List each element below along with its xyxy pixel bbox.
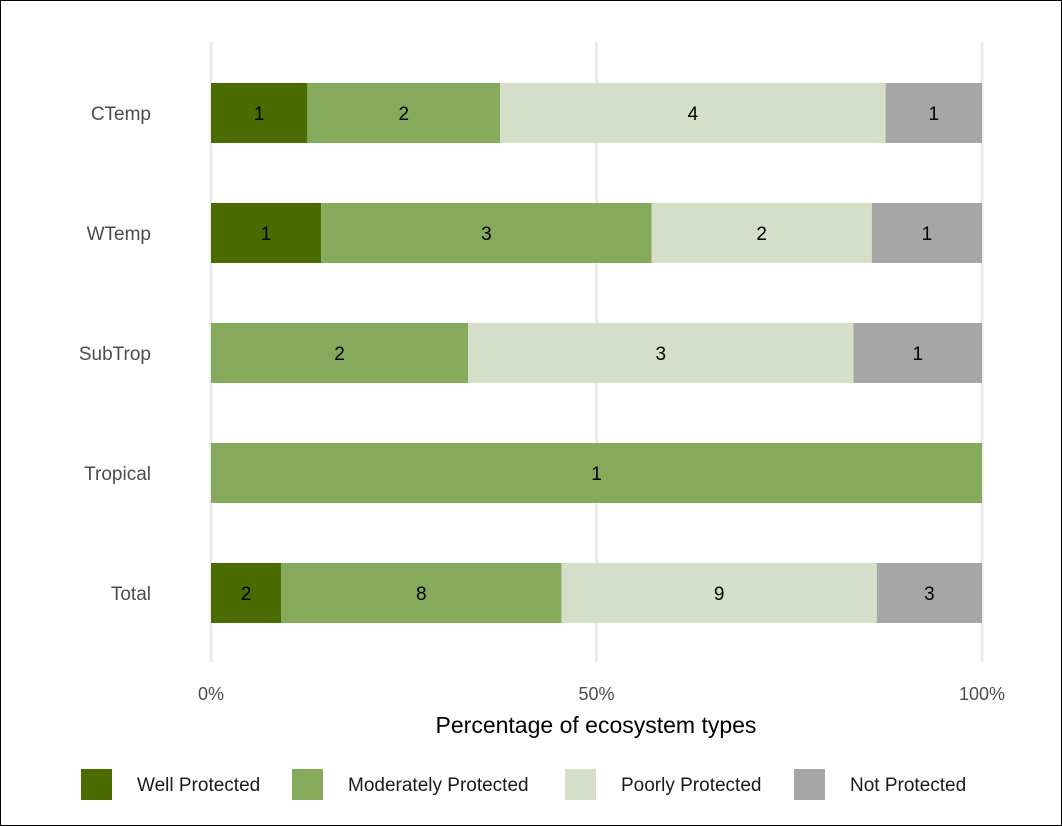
category-label: Tropical [84,464,151,485]
legend-swatch [292,769,323,800]
bar-segment [281,563,562,623]
bar-value-label: 1 [261,224,272,245]
bar-segment [871,203,982,263]
category-label: CTemp [91,104,151,125]
bar-segment [211,563,282,623]
bar-segment [885,83,982,143]
category-axis: CTemp WTemp SubTrop Tropical Total [79,104,151,605]
bar-segment [211,83,308,143]
bar-value-label: 8 [416,584,427,605]
bar-value-label: 1 [922,224,933,245]
bar-segment [500,83,886,143]
bar-value-label: 3 [655,344,666,365]
bar-segment [211,203,322,263]
bar-value-label: 3 [924,584,935,605]
bar-segment [876,563,982,623]
bar-value-label: 1 [929,104,940,125]
bar-value-label: 4 [688,104,699,125]
x-tick-label: 100% [959,684,1005,704]
bars: 1 2 4 1 1 3 2 1 2 3 1 1 2 8 9 3 [211,83,982,623]
legend-label: Moderately Protected [348,775,529,796]
x-tick-label: 50% [578,684,614,704]
bar-segment [321,203,652,263]
x-axis-ticks: 0% 50% 100% [198,684,1005,704]
bar-value-label: 9 [714,584,725,605]
legend-label: Not Protected [850,775,966,796]
bar-segment [468,323,854,383]
category-label: WTemp [87,224,151,245]
category-label: Total [111,584,151,605]
bar-segment [307,83,501,143]
bar-value-label: 2 [756,224,767,245]
category-label: SubTrop [79,344,151,365]
bar-value-label: 2 [334,344,345,365]
bar-value-label: 1 [254,104,265,125]
bar-segment [853,323,982,383]
legend: Well Protected Moderately Protected Poorly… [81,769,966,800]
legend-label: Well Protected [137,775,260,796]
bar-segment [211,443,982,503]
bar-value-label: 1 [591,464,602,485]
bar-value-label: 2 [398,104,409,125]
legend-swatch [565,769,596,800]
bar-value-label: 2 [241,584,252,605]
legend-label: Poorly Protected [621,775,761,796]
x-tick-label: 0% [198,684,224,704]
bar-segment [651,203,872,263]
x-axis-title: Percentage of ecosystem types [436,712,757,738]
bar-segment [561,563,877,623]
legend-swatch [794,769,825,800]
bar-value-label: 1 [912,344,923,365]
bar-segment [211,323,468,383]
bar-value-label: 3 [481,224,492,245]
legend-swatch [81,769,112,800]
